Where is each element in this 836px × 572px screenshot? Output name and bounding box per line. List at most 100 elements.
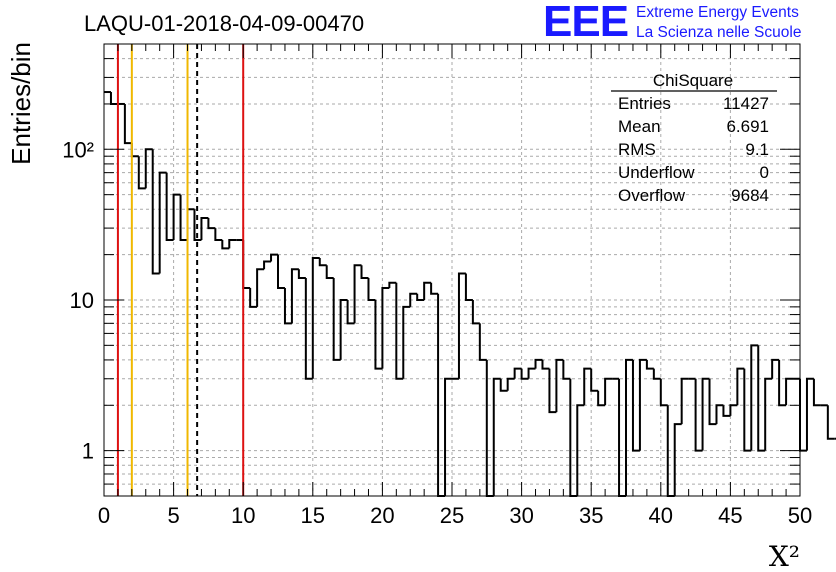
histogram-bin <box>708 378 717 426</box>
histogram-bin <box>144 148 153 189</box>
histogram-bin <box>520 368 529 380</box>
histogram-bin <box>395 282 404 380</box>
histogram-bin <box>715 404 724 425</box>
stats-row-value: 9.1 <box>745 140 769 159</box>
histogram-bin <box>548 368 557 414</box>
histogram-bin <box>583 367 592 406</box>
histogram-bin <box>214 228 223 242</box>
histogram-bin <box>778 359 787 407</box>
histogram-bin <box>193 209 202 242</box>
histogram-bin <box>172 193 181 241</box>
axis-ticks <box>103 43 801 497</box>
histogram-bin <box>137 156 146 190</box>
histogram-bin <box>485 359 494 497</box>
histogram-bin <box>771 358 780 379</box>
histogram-bin <box>388 281 397 289</box>
eee-logo: EEE Extreme Energy Events La Scienza nel… <box>543 0 833 46</box>
histogram-bin <box>374 299 383 370</box>
histogram-bin <box>283 288 292 325</box>
histogram-bin <box>785 377 794 406</box>
x-tick-label: 10 <box>231 503 255 528</box>
histogram-bin <box>513 367 522 379</box>
histogram-bin <box>757 345 766 452</box>
histogram-bin <box>645 359 654 370</box>
stats-row-label: Overflow <box>618 186 686 205</box>
histogram-bin <box>555 358 564 413</box>
histogram-bin <box>346 299 355 325</box>
y-tick-label: 10 <box>70 288 94 313</box>
histogram-bin <box>367 277 376 301</box>
histogram-bin <box>625 358 633 496</box>
histogram-bin <box>826 405 835 440</box>
histogram-bin <box>221 240 230 250</box>
histogram-bin <box>680 377 689 425</box>
histogram-bin <box>701 377 710 451</box>
histogram-bin <box>325 265 334 279</box>
histogram-bin <box>151 149 160 275</box>
stats-row-value: 11427 <box>723 94 769 113</box>
x-tick-label: 40 <box>649 503 673 528</box>
histogram-bin <box>618 378 626 497</box>
histogram-bin <box>423 281 432 300</box>
x-tick-label: 15 <box>301 503 325 528</box>
histogram-bin <box>569 378 578 497</box>
histogram-bin <box>457 272 466 379</box>
y-tick-label: 10² <box>62 137 94 162</box>
histogram-bin <box>478 323 487 361</box>
histogram-bin <box>631 359 640 452</box>
histogram-bin <box>576 404 585 496</box>
stats-row-value: 6.691 <box>726 117 769 136</box>
histogram-bin <box>541 359 550 370</box>
x-tick-label: 25 <box>440 503 464 528</box>
stats-row-label: Mean <box>618 117 661 136</box>
stats-box-title: ChiSquare <box>653 71 733 90</box>
stats-row-label: Entries <box>618 94 671 113</box>
histogram-bin <box>179 194 188 242</box>
histogram-bin <box>534 358 543 369</box>
histogram-bin <box>750 344 759 451</box>
x-tick-label: 5 <box>167 503 179 528</box>
stats-row-value: 0 <box>760 163 769 182</box>
histogram-bin <box>304 277 313 380</box>
histogram-bin <box>430 282 439 295</box>
tick-labels: 0 5 10 15 20 25 30 35 40 45 50 1 10 10² <box>62 137 812 528</box>
histogram-series <box>104 91 836 497</box>
eee-logo-line1: Extreme Energy Events <box>636 4 799 21</box>
histogram-bin <box>402 305 411 379</box>
histogram-bin <box>165 172 174 242</box>
chart-title: LAQU-01-2018-04-09-00470 <box>84 11 364 36</box>
histogram-bin <box>562 359 571 380</box>
histogram-bin <box>506 377 515 391</box>
histogram-bin <box>722 405 731 417</box>
histogram-bin <box>290 268 299 324</box>
histogram-bin <box>158 171 167 274</box>
x-axis-label: X² <box>769 540 800 572</box>
histogram-bin <box>499 378 508 392</box>
x-tick-label: 0 <box>98 503 110 528</box>
histogram-bin <box>652 368 661 380</box>
histogram-bin <box>339 298 348 360</box>
marker-lines <box>116 44 245 496</box>
histogram-bin <box>353 264 362 324</box>
histogram-bin <box>332 277 341 361</box>
stats-box-rows: Entries 11427 Mean 6.691 RMS 9.1 Underflow 0 Ove… <box>618 94 769 205</box>
x-tick-label: 30 <box>509 503 533 528</box>
histogram-bin <box>249 288 258 308</box>
stats-row-value: 9684 <box>731 186 769 205</box>
histogram-bin <box>277 254 285 290</box>
histogram-bin <box>444 377 452 496</box>
histogram-bin <box>200 217 209 241</box>
histogram-bin <box>311 256 320 379</box>
histogram-bin <box>527 367 536 379</box>
y-axis-label: Entries/bin <box>6 42 36 165</box>
histogram-bin <box>492 377 501 496</box>
histogram-bin <box>812 378 821 407</box>
histogram-bin <box>597 390 606 407</box>
histogram-bin <box>297 269 306 279</box>
x-tick-label: 45 <box>718 503 742 528</box>
histogram-bin <box>242 240 251 290</box>
histogram-bin <box>416 293 425 301</box>
histogram-bin <box>318 257 327 267</box>
eee-logo-mark: EEE <box>543 0 629 46</box>
